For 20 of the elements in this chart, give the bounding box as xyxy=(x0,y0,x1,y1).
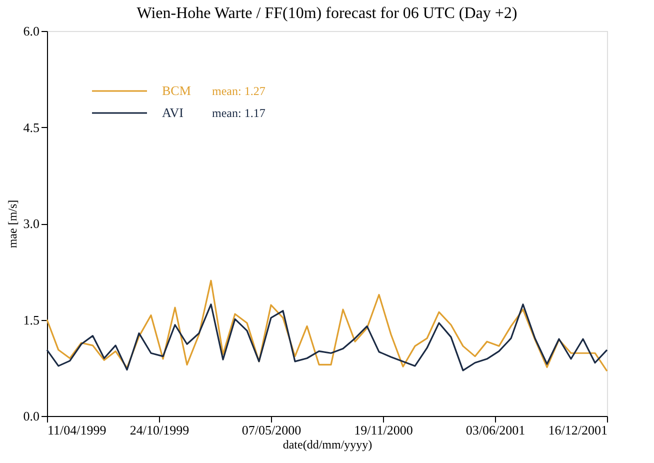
x-tick-label: 19/11/2000 xyxy=(354,422,413,438)
y-tick-label: 3.0 xyxy=(23,216,40,231)
line-series xyxy=(46,304,608,372)
annotation: mean: 1.27 xyxy=(212,84,266,98)
x-tick-label: 03/06/2001 xyxy=(466,422,526,438)
annotation: mean: 1.17 xyxy=(212,106,266,120)
y-tick-label: 1.5 xyxy=(23,312,40,328)
x-tick-label: 07/05/2000 xyxy=(242,422,302,438)
y-axis-title: mae [m/s] xyxy=(5,200,20,248)
chart-title: Wien-Hohe Warte / FF(10m) forecast for 06 UTC (Day +2) xyxy=(136,5,518,22)
line-series xyxy=(46,280,608,372)
x-tick-label: 24/10/1999 xyxy=(130,422,190,438)
legend-label: AVI xyxy=(162,105,184,120)
x-axis-title: date(dd/mm/yyyy) xyxy=(282,438,372,452)
y-tick-label: 0.0 xyxy=(23,408,40,424)
legend-label: BCM xyxy=(162,83,192,98)
y-tick-label: 6.0 xyxy=(23,24,40,38)
x-tick-label: 16/12/2001 xyxy=(548,422,608,438)
x-tick-label: 11/04/1999 xyxy=(48,422,106,438)
y-tick-label: 4.5 xyxy=(23,120,40,135)
